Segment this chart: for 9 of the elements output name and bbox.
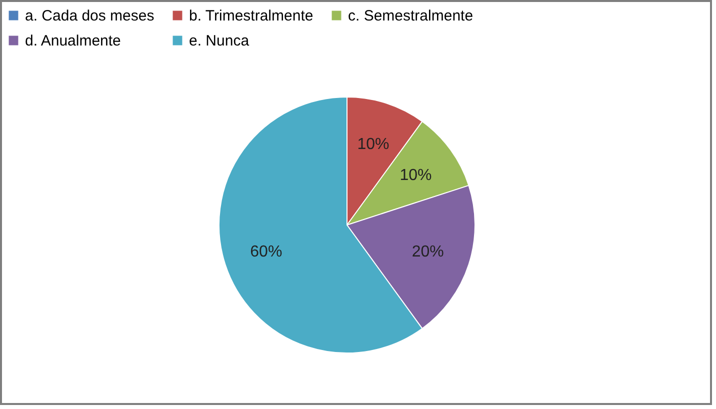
legend-label: b. Trimestralmente (189, 8, 314, 25)
legend-label: e. Nunca (189, 32, 250, 50)
data-label: 10% (357, 136, 390, 154)
legend-label: a. Cada dos meses (25, 8, 154, 25)
data-label: 10% (400, 167, 432, 184)
legend-label: c. Semestralmente (348, 8, 474, 25)
data-label: 20% (412, 243, 444, 260)
legend-label: d. Anualmente (25, 32, 121, 50)
data-label: 60% (250, 243, 282, 260)
